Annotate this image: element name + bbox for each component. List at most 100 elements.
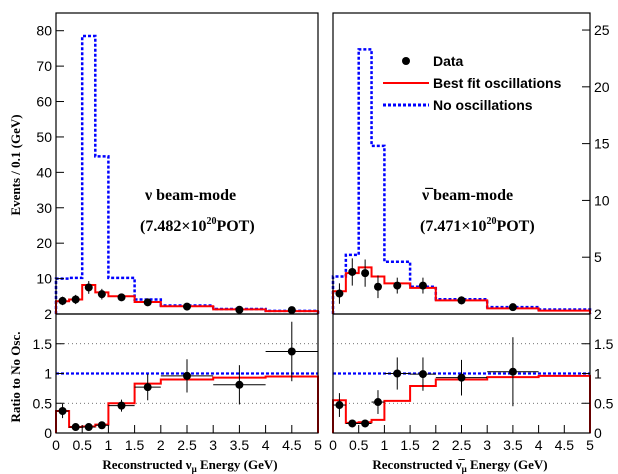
y-tick-label-1: 0.5 (33, 395, 53, 411)
y-tick-label-1: 10 (594, 192, 610, 208)
x-axis-title-left-prefix: Reconstructed ν (102, 457, 191, 472)
x-axis-title-right: Reconstructed ν̅μ Energy (GeV) (372, 457, 547, 474)
data-point-6 (183, 371, 191, 380)
x-tick-label-10: 5 (314, 437, 322, 453)
annotation-left-unit: POT) (216, 218, 254, 235)
legend-data-label: Data (433, 53, 464, 69)
x-tick-label-8: 4 (262, 437, 270, 453)
y-tick-label-3: 1.5 (594, 336, 614, 352)
best-fit-histogram (332, 266, 591, 314)
x-tick-label-3: 1.5 (125, 437, 145, 453)
y-tick-label-0: 0 (594, 425, 602, 441)
data-point-3 (97, 290, 106, 299)
y-axis-title-bottom: Ratio to No Osc. (8, 332, 23, 423)
x-tick-label-6: 3 (483, 437, 491, 453)
data-point-5 (418, 370, 427, 379)
y-tick-label-3: 40 (36, 164, 52, 180)
annotation-right-pot: (7.471×10 (420, 218, 486, 235)
data-point-8 (287, 347, 296, 356)
data-point-6 (183, 302, 191, 311)
y-tick-label-4: 25 (594, 22, 610, 38)
no-oscillations-histogram (331, 48, 592, 314)
x-tick-label-2: 1 (105, 437, 113, 453)
y-tick-label-2: 1 (44, 366, 52, 382)
legend-data-marker (402, 57, 410, 65)
data-point-2 (84, 283, 93, 292)
data-point-1 (348, 419, 357, 428)
data-point-0 (58, 296, 67, 305)
data-point-4 (393, 369, 402, 378)
annotation-right-exp: 20 (486, 216, 496, 227)
data-point-4 (117, 293, 126, 302)
data-point-1 (71, 295, 80, 304)
data-point-2 (361, 269, 370, 278)
x-tick-label-3: 1.5 (400, 437, 420, 453)
annotation-left-exp: 20 (206, 216, 216, 227)
y-tick-label-3: 1.5 (33, 336, 53, 352)
data-point-8 (287, 306, 296, 315)
data-point-1 (348, 267, 357, 276)
data-point-0 (58, 406, 67, 415)
data-point-7 (235, 305, 244, 314)
y-tick-label-2: 30 (36, 200, 52, 216)
annotation-right-line2: (7.471×1020POT) (420, 216, 535, 235)
panel-top-right: 5 10 15 20 25 (331, 12, 610, 315)
y-tick-label-2: 15 (594, 136, 610, 152)
y-tick-label-4: 2 (44, 306, 52, 322)
x-axis-title-left: Reconstructed νμ Energy (GeV) (102, 457, 277, 474)
x-tick-label-10: 5 (586, 437, 594, 453)
annotation-right-unit: POT) (496, 218, 534, 235)
data-point-3 (373, 398, 382, 407)
y-tick-label-4: 50 (36, 129, 52, 145)
x-axis-title-left-sub: μ (192, 464, 197, 474)
y-tick-label-5: 60 (36, 94, 52, 110)
data-point-5 (143, 298, 152, 307)
x-tick-label-1: 0.5 (72, 437, 92, 453)
data-point-7 (508, 367, 517, 376)
x-tick-label-4: 2 (157, 437, 165, 453)
y-axis-title-top: Events / 0.1 (GeV) (8, 114, 23, 215)
x-axis-title-right-suffix: Energy (GeV) (467, 457, 548, 472)
legend-bestfit-label: Best fit oscillations (433, 75, 562, 91)
y-tick-label-0: 10 (36, 271, 52, 287)
data-point-4 (393, 281, 402, 290)
frame (55, 12, 319, 315)
x-tick-label-6: 3 (209, 437, 217, 453)
y-tick-label-4: 2 (594, 306, 602, 322)
annotation-left-line1: ν beam-mode (144, 187, 236, 204)
x-tick-label-1: 0.5 (349, 437, 369, 453)
annotation-right-line1: ν̅ beam-mode (421, 186, 513, 204)
data-point-7 (508, 303, 517, 312)
x-tick-label-5: 2.5 (452, 437, 472, 453)
y-tick-label-0: 5 (594, 249, 602, 265)
data-point-0 (335, 289, 344, 298)
data-point-4 (117, 401, 126, 410)
y-tick-label-1: 0.5 (594, 395, 614, 411)
annotation-left-line2: (7.482×1020POT) (140, 216, 255, 235)
x-tick-label-2: 1 (381, 437, 389, 453)
data-point-6 (457, 373, 466, 382)
y-tick-label-2: 1 (594, 366, 602, 382)
data-point-2 (361, 419, 370, 428)
x-tick-label-9: 4.5 (555, 437, 575, 453)
y-tick-label-7: 80 (36, 23, 52, 39)
panel-top-left: 10 20 30 40 50 60 70 80 (36, 12, 320, 315)
y-tick-label-1: 20 (36, 235, 52, 251)
x-axis-title-right-prefix: Reconstructed ν̅ (372, 457, 465, 472)
annotation-left-pot: (7.482×10 (140, 218, 206, 235)
no-oscillations-histogram (54, 34, 320, 314)
legend-noosc-label: No oscillations (433, 97, 533, 113)
y-tick-label-6: 70 (36, 58, 52, 74)
data-point-3 (97, 421, 106, 430)
x-tick-label-5: 2.5 (177, 437, 197, 453)
data-point-0 (335, 401, 344, 410)
data-point-3 (373, 282, 382, 291)
x-tick-label-7: 3.5 (503, 437, 523, 453)
best-fit-histogram (332, 374, 591, 433)
panel-bottom-right: 0 0.5 1 1.5 2 0 0.5 1 1.5 2 2.5 3 3.5 4 4.5 5 (329, 306, 614, 453)
x-tick-label-8: 4 (535, 437, 543, 453)
data-point-7 (235, 380, 244, 389)
data-point-2 (84, 423, 93, 432)
data-point-5 (143, 383, 152, 392)
